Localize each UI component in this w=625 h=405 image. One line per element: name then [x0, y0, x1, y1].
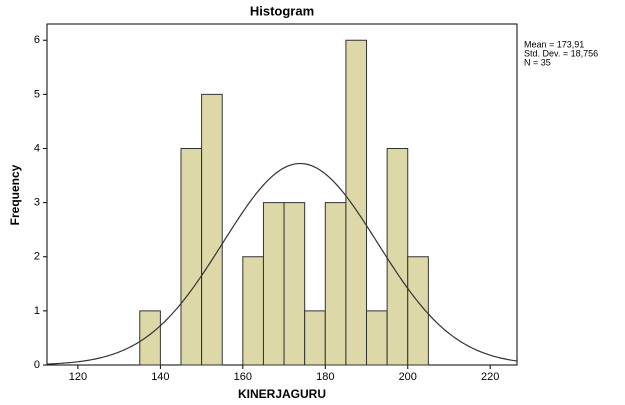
bar [262, 202, 285, 366]
bar [139, 310, 161, 366]
x-tick-label: 200 [399, 371, 417, 383]
bar [242, 256, 264, 366]
y-tick-label: 4 [34, 142, 40, 154]
y-tick-label: 0 [34, 359, 40, 371]
stats-label: Std. Dev. = 18,756 [524, 48, 598, 58]
stats-label: N = 35 [524, 57, 551, 67]
x-tick-label: 220 [481, 371, 499, 383]
bar [366, 310, 388, 366]
x-tick-label: 120 [69, 371, 87, 383]
x-tick-label: 180 [316, 371, 334, 383]
stats-label: Mean = 173,91 [524, 39, 584, 49]
x-tick-label: 160 [234, 371, 252, 383]
bar [407, 256, 429, 366]
y-axis-label: Frequency [8, 164, 22, 225]
bar [283, 202, 306, 366]
bar [201, 93, 223, 366]
y-tick-label: 2 [34, 251, 40, 263]
y-tick-label: 3 [34, 197, 40, 209]
y-tick-label: 1 [34, 305, 40, 317]
bar [180, 147, 203, 366]
normal-curve [46, 162, 518, 365]
bar [386, 147, 409, 366]
bar [304, 310, 326, 366]
bar [324, 202, 347, 366]
x-tick-label: 140 [151, 371, 169, 383]
bar [345, 39, 368, 366]
chart-title: Histogram [250, 3, 314, 18]
y-tick-label: 5 [34, 88, 40, 100]
y-tick-label: 6 [34, 34, 40, 46]
x-axis-label: KINERJAGURU [238, 387, 326, 401]
